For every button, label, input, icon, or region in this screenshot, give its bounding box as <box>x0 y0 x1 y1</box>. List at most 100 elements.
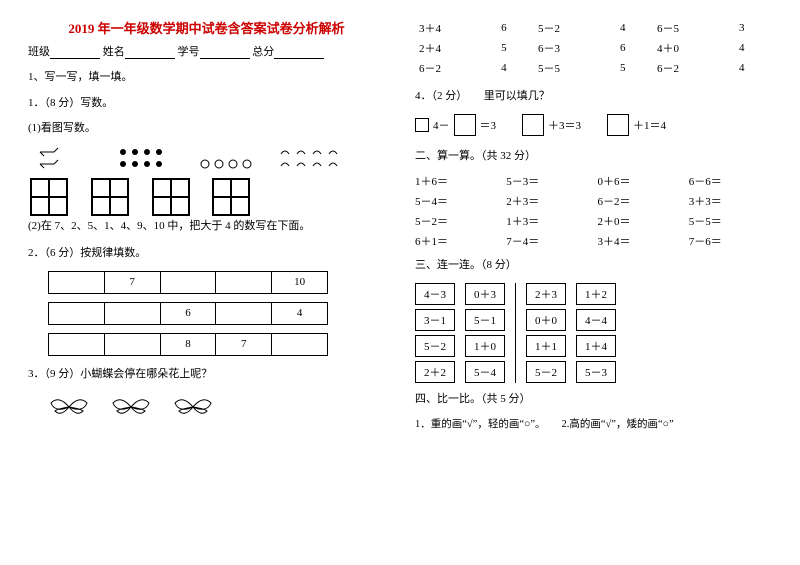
t2c0 <box>49 302 105 324</box>
q3-head: 3．（9 分）小蝴蝶会停在哪朵花上呢？ <box>28 366 385 384</box>
t3c1 <box>104 333 160 355</box>
blank-score <box>274 47 324 59</box>
t2c2: 6 <box>160 302 216 324</box>
q4b: ＋3＝3 <box>548 117 581 133</box>
calc: 1＋3＝ <box>506 213 589 229</box>
flowers-b-icon <box>197 156 257 172</box>
mbox: 1＋1 <box>526 335 566 357</box>
q1b: (2)在 7、2、5、1、4、9、10 中，把大于 4 的数写在下面。 <box>28 218 385 236</box>
mbox: 4－4 <box>576 309 616 331</box>
answer-grids <box>28 176 385 218</box>
divider <box>515 283 516 383</box>
match-col-2: 0＋3 5－1 1＋0 5－4 <box>465 283 505 383</box>
rt-r1c5: 3 <box>735 18 772 38</box>
calc: 5－3＝ <box>506 173 589 189</box>
mbox: 5－3 <box>576 361 616 383</box>
rt-r1c2: 5－2 <box>534 18 616 38</box>
grid-4 <box>212 178 250 216</box>
butterfly-icon <box>48 392 90 422</box>
t3c2: 8 <box>160 333 216 355</box>
section-4-head: 四、比一比。（共 5 分） <box>415 391 772 409</box>
t1c4: 10 <box>272 271 328 293</box>
mbox: 5－4 <box>465 361 505 383</box>
left-column: 2019 年一年级数学期中试卷含答案试卷分析解析 班级 姓名 学号 总分 1、写… <box>28 18 385 555</box>
t2c3 <box>216 302 272 324</box>
calc: 2＋3＝ <box>506 193 589 209</box>
compare-subhead: 1．重的画“√”，轻的画“○”。 2.高的画“√”，矮的画“○” <box>415 416 772 431</box>
label-class: 班级 <box>28 46 50 58</box>
blank-name <box>125 47 175 59</box>
rt-r2c1: 5 <box>497 38 534 58</box>
mbox: 1＋0 <box>465 335 505 357</box>
calc: 6－6＝ <box>689 173 772 189</box>
pattern-table-3: 8 7 <box>48 333 328 356</box>
rt-r3c1: 4 <box>497 58 534 78</box>
student-info-line: 班级 姓名 学号 总分 <box>28 43 385 59</box>
t2c1 <box>104 302 160 324</box>
mbox: 5－1 <box>465 309 505 331</box>
icon-row <box>28 146 385 172</box>
box-icon <box>522 114 544 136</box>
s4b: 2.高的画“√”，矮的画“○” <box>562 416 674 431</box>
mbox: 0＋3 <box>465 283 505 305</box>
calc: 0＋6＝ <box>598 173 681 189</box>
section-3-head: 三、连一连。（8 分） <box>415 257 772 275</box>
rt-r2c0: 2＋4 <box>415 38 497 58</box>
t3c4 <box>272 333 328 355</box>
box-icon <box>607 114 629 136</box>
calc: 5－5＝ <box>689 213 772 229</box>
rt-r1c4: 6－5 <box>653 18 735 38</box>
match-col-3: 2＋3 0＋0 1＋1 5－2 <box>526 283 566 383</box>
rt-r3c3: 5 <box>616 58 653 78</box>
calc: 6＋1＝ <box>415 233 498 249</box>
rt-r3c0: 6－2 <box>415 58 497 78</box>
calc: 2＋0＝ <box>598 213 681 229</box>
label-score: 总分 <box>252 46 274 58</box>
rt-r2c5: 4 <box>735 38 772 58</box>
flowers-a-icon <box>115 146 175 172</box>
label-id: 学号 <box>178 46 200 58</box>
mbox: 1＋2 <box>576 283 616 305</box>
mbox: 2＋3 <box>526 283 566 305</box>
q4a1: 4－ <box>433 117 450 133</box>
t1c0 <box>49 271 105 293</box>
calc: 3＋4＝ <box>598 233 681 249</box>
iconset-planes <box>28 146 98 172</box>
exam-title: 2019 年一年级数学期中试卷含答案试卷分析解析 <box>28 18 385 37</box>
calc: 6－2＝ <box>598 193 681 209</box>
mbox: 4－3 <box>415 283 455 305</box>
calc: 5－4＝ <box>415 193 498 209</box>
label-name: 姓名 <box>103 46 125 58</box>
s4a: 1．重的画“√”，轻的画“○”。 <box>415 416 546 431</box>
mbox: 2＋2 <box>415 361 455 383</box>
q1a: (1)看图写数。 <box>28 120 385 138</box>
t1c2 <box>160 271 216 293</box>
t3c0 <box>49 333 105 355</box>
pattern-table-1: 7 10 <box>48 271 328 294</box>
t2c4: 4 <box>272 302 328 324</box>
calc: 3＋3＝ <box>689 193 772 209</box>
q4a2: ＝3 <box>480 117 497 133</box>
rt-r3c2: 5－5 <box>534 58 616 78</box>
grid-2 <box>91 178 129 216</box>
box-icon <box>415 118 429 132</box>
q2-head: 2．（6 分）按规律填数。 <box>28 245 385 263</box>
section-1-head: 1、写一写，填一填。 <box>28 69 385 87</box>
calc: 7－6＝ <box>689 233 772 249</box>
rt-r3c5: 4 <box>735 58 772 78</box>
rt-r2c3: 6 <box>616 38 653 58</box>
iconset-bells <box>274 146 344 172</box>
rt-r1c0: 3＋4 <box>415 18 497 38</box>
match-col-4: 1＋2 4－4 1＋4 5－3 <box>576 283 616 383</box>
box-icon <box>454 114 476 136</box>
mbox: 5－2 <box>415 335 455 357</box>
rt-r1c1: 6 <box>497 18 534 38</box>
mbox: 5－2 <box>526 361 566 383</box>
t3c3: 7 <box>216 333 272 355</box>
q4-head: 4．（2 分） 里可以填几？ <box>415 88 772 106</box>
match-area: 4－3 3－1 5－2 2＋2 0＋3 5－1 1＋0 5－4 2＋3 0＋0 … <box>415 283 772 383</box>
grid-3 <box>152 178 190 216</box>
mbox: 0＋0 <box>526 309 566 331</box>
blank-class <box>50 47 100 59</box>
compare-table: 3＋4 6 5－2 4 6－5 3 2＋4 5 6－3 6 4＋0 4 6－2 … <box>415 18 772 78</box>
